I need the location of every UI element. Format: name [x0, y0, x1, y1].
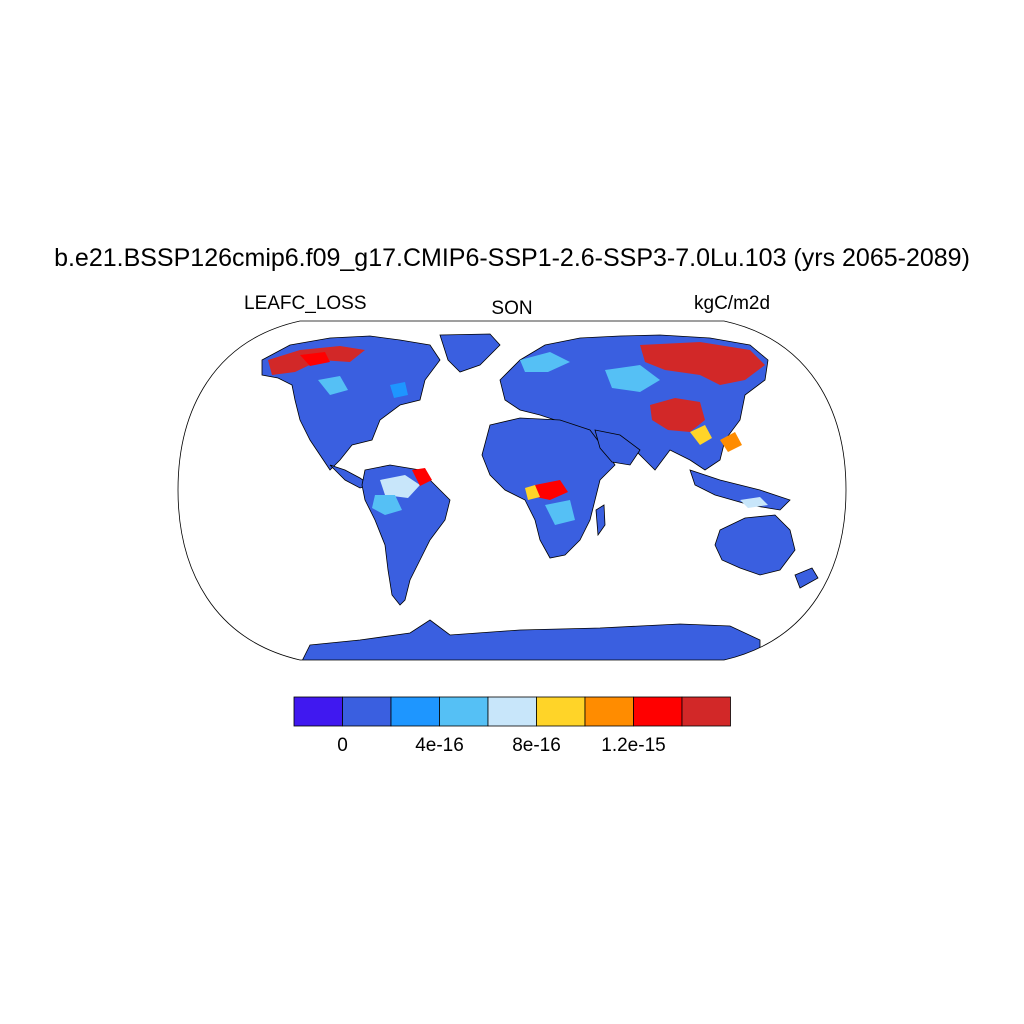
australia — [714, 514, 796, 576]
colorbar — [293, 696, 731, 727]
southeast-asia — [689, 469, 791, 511]
north-america — [261, 335, 441, 471]
colorbar-tick-label: 8e-16 — [512, 735, 561, 756]
colorbar-tick-label: 1.2e-15 — [601, 735, 666, 756]
units-label: kgC/m2d — [694, 293, 771, 314]
arabia — [594, 429, 641, 466]
colorbar-swatch — [342, 696, 392, 727]
colorbar-swatch — [293, 696, 343, 727]
madagascar — [595, 504, 606, 537]
colorbar-tick-label: 4e-16 — [415, 735, 464, 756]
greenland — [439, 333, 501, 373]
map-border — [177, 320, 847, 661]
colorbar-swatch — [390, 696, 440, 727]
hotspots — [268, 342, 768, 525]
new-zealand — [794, 567, 819, 589]
antarctica — [299, 619, 761, 660]
colorbar-tick-label: 0 — [337, 735, 348, 756]
variable-label: LEAFC_LOSS — [244, 293, 367, 314]
colorbar-swatch — [681, 696, 731, 727]
land-layer — [261, 333, 819, 660]
colorbar-swatch — [633, 696, 683, 727]
colorbar-swatch — [584, 696, 634, 727]
colorbar-swatch — [536, 696, 586, 727]
colorbar-swatch — [487, 696, 537, 727]
colorbar-swatch — [439, 696, 489, 727]
plot-title: b.e21.BSSP126cmip6.f09_g17.CMIP6-SSP1-2.… — [54, 244, 970, 272]
season-label: SON — [491, 298, 533, 319]
